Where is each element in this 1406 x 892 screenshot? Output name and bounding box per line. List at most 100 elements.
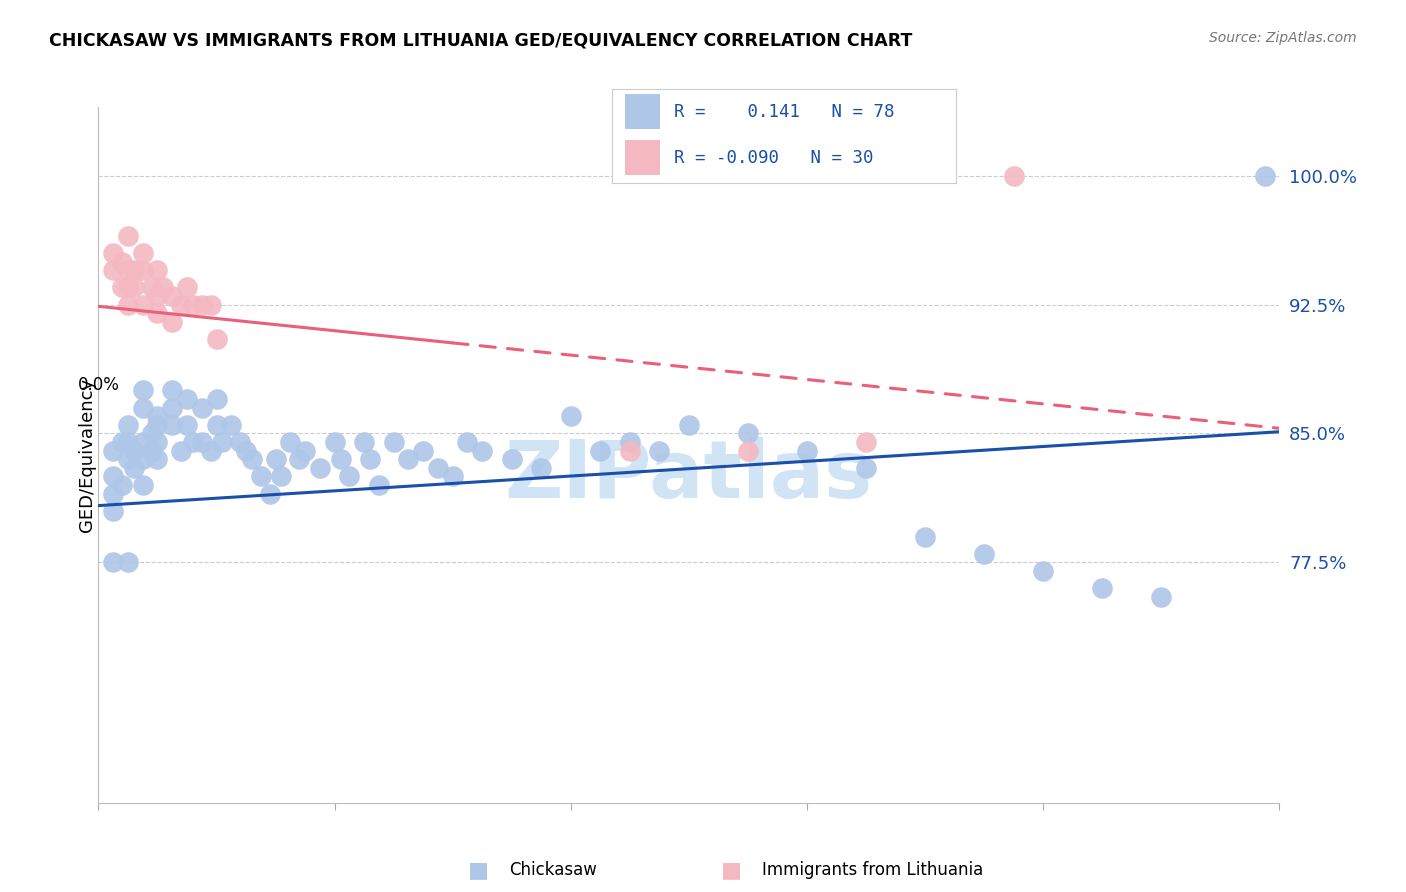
Point [855,435,877,450]
Point [619,435,641,450]
Point [353,435,375,450]
Point [117,263,139,277]
Point [132,246,155,260]
Point [264,452,287,467]
Point [162,417,183,432]
Point [132,401,155,415]
Text: ■: ■ [468,860,488,880]
Point [914,529,936,543]
Point [219,417,242,432]
Point [382,435,405,450]
Point [648,443,671,458]
Point [132,297,155,311]
Point [117,555,139,569]
Point [146,263,169,277]
Point [288,452,311,467]
Point [146,417,169,432]
Point [117,297,139,311]
Point [191,401,214,415]
Point [162,289,183,303]
Point [111,478,134,492]
Point [176,280,198,294]
Point [132,435,155,450]
Point [240,452,263,467]
Point [176,417,198,432]
Point [368,478,391,492]
Point [973,547,995,561]
Point [191,435,214,450]
Point [229,435,252,450]
Point [1091,581,1114,595]
Point [678,417,700,432]
Point [117,228,139,243]
Point [122,460,145,475]
Point [205,417,228,432]
Point [441,469,464,483]
Point [250,469,273,483]
Point [396,452,419,467]
Point [1150,590,1173,604]
Point [359,452,381,467]
Point [111,435,134,450]
Point [259,486,281,500]
Bar [626,140,659,176]
Point [162,315,183,329]
Point [141,280,163,294]
Text: CHICKASAW VS IMMIGRANTS FROM LITHUANIA GED/EQUIVALENCY CORRELATION CHART: CHICKASAW VS IMMIGRANTS FROM LITHUANIA G… [49,31,912,49]
Point [205,332,228,346]
Point [855,460,877,475]
Point [132,384,155,398]
Point [170,443,193,458]
Point [122,280,145,294]
Point [200,443,222,458]
Text: ZIPatlas: ZIPatlas [505,437,873,515]
Point [181,297,204,311]
Point [170,297,193,311]
Point [146,435,169,450]
Point [1032,564,1054,578]
Point [278,435,302,450]
Point [103,246,125,260]
Point [329,452,352,467]
Point [205,392,228,406]
Point [1254,169,1277,183]
Text: Immigrants from Lithuania: Immigrants from Lithuania [762,861,983,879]
Point [501,452,523,467]
Point [309,460,332,475]
Point [146,289,169,303]
Point [111,280,134,294]
Point [103,504,125,518]
Point [141,443,163,458]
Point [560,409,582,424]
Point [103,263,125,277]
Text: 0.0%: 0.0% [77,376,120,394]
Point [294,443,316,458]
Point [132,263,155,277]
Point [132,478,155,492]
Point [427,460,450,475]
Point [162,384,183,398]
Point [146,452,169,467]
Point [270,469,292,483]
Point [146,409,169,424]
Text: ■: ■ [721,860,741,880]
Text: R =    0.141   N = 78: R = 0.141 N = 78 [673,103,894,120]
Point [176,392,198,406]
Point [471,443,494,458]
Point [211,435,233,450]
Point [323,435,346,450]
Point [103,555,125,569]
Point [117,417,139,432]
Point [412,443,434,458]
Point [146,306,169,320]
Y-axis label: GED/Equivalency: GED/Equivalency [79,378,96,532]
Point [152,280,174,294]
Point [796,443,818,458]
Point [117,435,139,450]
Point [737,443,759,458]
Point [191,297,214,311]
Point [111,254,134,268]
Point [619,443,641,458]
Point [162,401,183,415]
Point [235,443,257,458]
